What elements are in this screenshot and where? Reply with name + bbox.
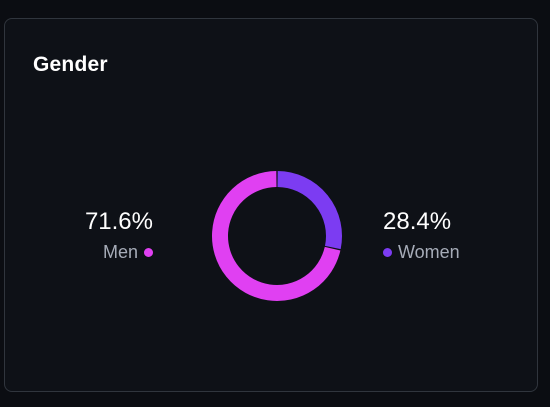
women-stat: 28.4% Women xyxy=(383,207,460,263)
men-legend: Men xyxy=(85,241,153,263)
men-legend-label: Men xyxy=(102,242,138,262)
men-legend-dot xyxy=(144,247,153,257)
men-stat: 71.6% Men xyxy=(85,207,153,263)
gender-card: Gender 71.6% Men 28.4% Women xyxy=(4,18,538,392)
donut-slice-men xyxy=(212,171,341,301)
donut-slice-women xyxy=(277,171,342,250)
card-title: Gender xyxy=(33,53,108,76)
gender-donut-chart xyxy=(212,171,342,301)
women-percentage: 28.4% xyxy=(383,208,452,235)
men-percentage: 71.6% xyxy=(84,208,153,235)
women-legend-label: Women xyxy=(398,242,460,262)
women-legend: Women xyxy=(383,241,460,263)
women-legend-dot xyxy=(383,247,392,257)
